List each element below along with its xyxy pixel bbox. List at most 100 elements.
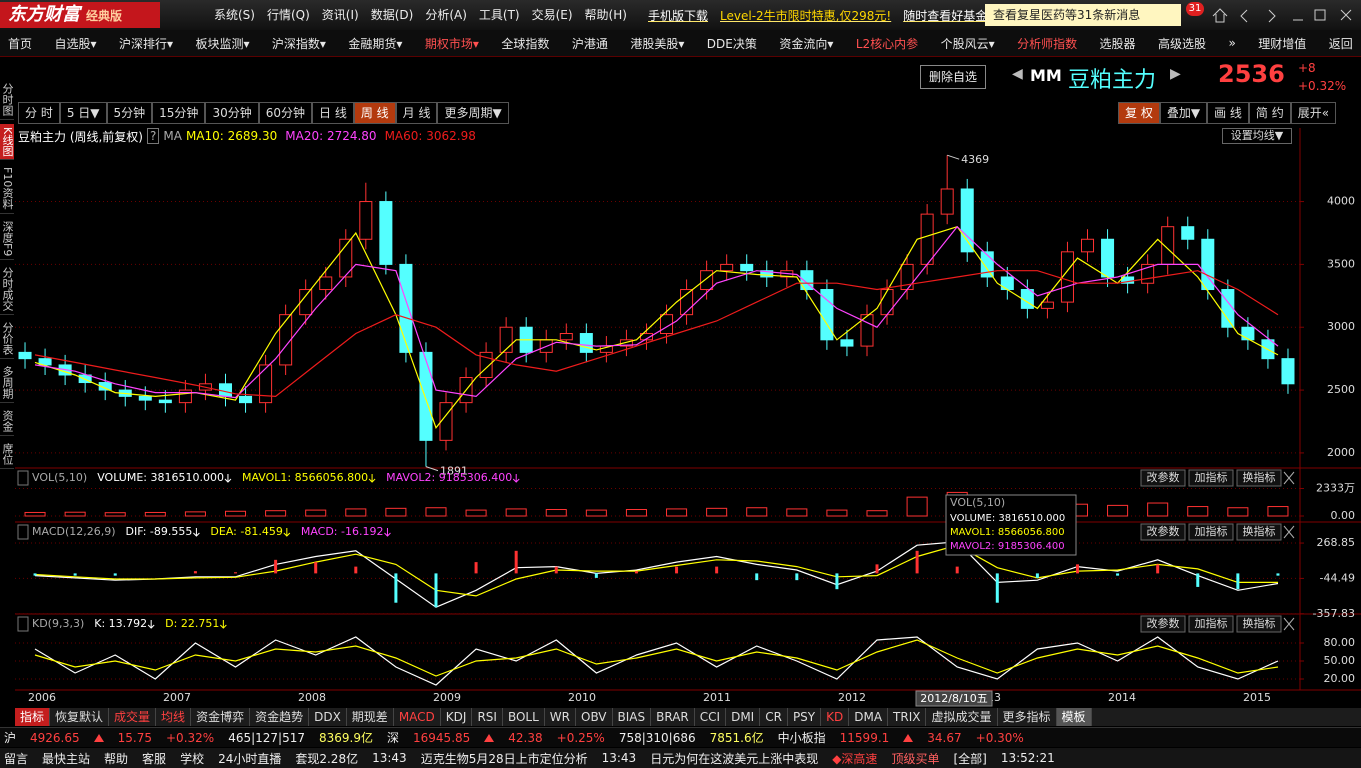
period-tab[interactable]: 5分钟	[106, 102, 153, 124]
menu-item[interactable]: 交易(E)	[531, 8, 573, 22]
nav-item[interactable]: 首页	[8, 36, 33, 51]
status-item[interactable]: 套现2.28亿	[295, 751, 359, 766]
nav-item[interactable]: 资金流向▾	[779, 36, 834, 51]
period-tab[interactable]: 分 时	[18, 102, 60, 124]
status-item[interactable]: 留言	[4, 751, 29, 766]
indicator-tab[interactable]: WR	[545, 708, 576, 726]
panel-button[interactable]	[1188, 523, 1234, 541]
help[interactable]: ?	[147, 128, 160, 144]
nav-item[interactable]: 选股器	[1099, 36, 1136, 51]
period-tab[interactable]: 日 线	[312, 102, 354, 124]
panel-button[interactable]	[1140, 523, 1186, 541]
status-item[interactable]: 客服	[142, 751, 167, 766]
side-tab[interactable]: 席位	[0, 440, 14, 469]
nav-item[interactable]: 沪港通	[571, 36, 608, 51]
nav-item[interactable]: 港股美股▾	[630, 36, 685, 51]
delete-favorite[interactable]: 删除自选	[920, 65, 986, 89]
panel-button[interactable]	[1236, 523, 1282, 541]
nav-item[interactable]: 自选股▾	[54, 36, 97, 51]
indicator-tab[interactable]: 资金趋势	[250, 708, 310, 726]
prev-arrow[interactable]: ◀	[1012, 66, 1023, 82]
side-tab[interactable]: 分时图	[0, 80, 14, 120]
side-tab[interactable]: 分价表	[0, 319, 14, 359]
indicator-tab[interactable]: 期现差	[347, 708, 394, 726]
period-tab[interactable]: 月 线	[395, 102, 438, 124]
forward-icon[interactable]	[1268, 9, 1276, 23]
tool-tab[interactable]: 展开«	[1290, 102, 1337, 124]
menu-item[interactable]: 行情(Q)	[266, 8, 310, 22]
nav-item[interactable]: 分析师指数	[1017, 36, 1078, 51]
indicator-tab[interactable]: OBV	[576, 708, 613, 726]
indicator-tab[interactable]: RSI	[472, 708, 503, 726]
side-tab[interactable]: 多周期	[0, 363, 14, 403]
panel-button[interactable]	[1140, 469, 1186, 487]
period-tab[interactable]: 更多周期▼	[437, 102, 509, 124]
period-tab[interactable]: 周 线	[353, 102, 396, 124]
maximize[interactable]	[1314, 9, 1326, 21]
tool-tab[interactable]: 画 线	[1207, 102, 1249, 124]
notice[interactable]: 查看复星医药等31条新消息	[985, 4, 1181, 26]
status-item[interactable]: 帮助	[104, 751, 129, 766]
side-tab[interactable]: 深度F9	[0, 218, 14, 260]
indicator-tab[interactable]: BIAS	[613, 708, 652, 726]
indicator-tab[interactable]: BOLL	[503, 708, 545, 726]
nav-item[interactable]: 全球指数	[501, 36, 550, 51]
indicator-tab[interactable]: PSY	[788, 708, 822, 726]
promo-link[interactable]: 手机版下载	[648, 9, 709, 23]
next-arrow[interactable]: ▶	[1170, 66, 1181, 82]
indicator-tab[interactable]: 更多指标	[998, 708, 1057, 726]
indicator-tab[interactable]: 指标	[15, 708, 51, 726]
indicator-tab[interactable]: CCI	[695, 708, 727, 726]
period-tab[interactable]: 60分钟	[258, 102, 312, 124]
nav-item[interactable]: L2核心内参	[855, 36, 919, 51]
nav-item[interactable]: »	[1228, 36, 1236, 50]
nav-item[interactable]: 个股风云▾	[940, 36, 995, 51]
nav-item[interactable]: 理财增值	[1258, 36, 1307, 51]
side-tab[interactable]: F10资料	[0, 164, 14, 214]
indicator-tab[interactable]: 恢复默认	[50, 708, 110, 726]
nav-item[interactable]: 金融期货▾	[348, 36, 403, 51]
side-tab[interactable]: 分时成交	[0, 264, 14, 315]
indicator-tab[interactable]: DMA	[849, 708, 889, 726]
indicator-tab[interactable]: DMI	[726, 708, 761, 726]
indicator-tab[interactable]: 虚拟成交量	[926, 708, 998, 726]
indicator-tab[interactable]: CR	[760, 708, 788, 726]
tool-tab[interactable]: 简 约	[1248, 102, 1291, 124]
side-tab[interactable]: K线图	[0, 124, 14, 161]
nav-item[interactable]: 返回	[1328, 36, 1353, 51]
indicator-tab[interactable]: KDJ	[441, 708, 473, 726]
indicator-tab[interactable]: KD	[821, 708, 850, 726]
indicator-tab[interactable]: 成交量	[109, 708, 157, 726]
tool-tab[interactable]: 叠加▼	[1159, 102, 1208, 124]
period-tab[interactable]: 30分钟	[205, 102, 259, 124]
status-item[interactable]: 学校	[180, 751, 205, 766]
period-tab[interactable]: 5 日▼	[59, 102, 107, 124]
ma-setting[interactable]: 设置均线▼	[1222, 128, 1292, 144]
menu-item[interactable]: 数据(D)	[370, 8, 414, 22]
indicator-tab[interactable]: BRAR	[651, 708, 695, 726]
menu-item[interactable]: 资讯(I)	[321, 8, 359, 22]
promo-link[interactable]: Level-2牛市限时特惠,仅298元!	[720, 9, 892, 23]
indicator-tab[interactable]: DDX	[309, 708, 347, 726]
indicator-tab[interactable]: 均线	[156, 708, 192, 726]
menu-item[interactable]: 系统(S)	[214, 8, 255, 22]
home-icon[interactable]	[1212, 8, 1228, 23]
indicator-tab[interactable]: 模板	[1056, 708, 1092, 726]
panel-button[interactable]	[1140, 615, 1186, 633]
nav-item[interactable]: 板块监测▾	[195, 36, 250, 51]
back-icon[interactable]	[1240, 9, 1248, 23]
menu-item[interactable]: 工具(T)	[478, 8, 520, 22]
menu-item[interactable]: 帮助(H)	[584, 8, 627, 22]
nav-item[interactable]: 沪深指数▾	[271, 36, 326, 51]
indicator-tab[interactable]: MACD	[394, 708, 441, 726]
panel-button[interactable]	[1236, 615, 1282, 633]
indicator-tab[interactable]: 资金博弈	[191, 708, 251, 726]
nav-item[interactable]: 沪深排行▾	[118, 36, 173, 51]
period-tab[interactable]: 15分钟	[152, 102, 206, 124]
panel-button[interactable]	[1188, 469, 1234, 487]
nav-item[interactable]: 高级选股	[1158, 36, 1207, 51]
close[interactable]	[1340, 9, 1352, 21]
indicator-tab[interactable]: TRIX	[888, 708, 927, 726]
nav-item[interactable]: 期权市场▾	[424, 36, 479, 51]
tool-tab[interactable]: 复 权	[1118, 102, 1160, 124]
